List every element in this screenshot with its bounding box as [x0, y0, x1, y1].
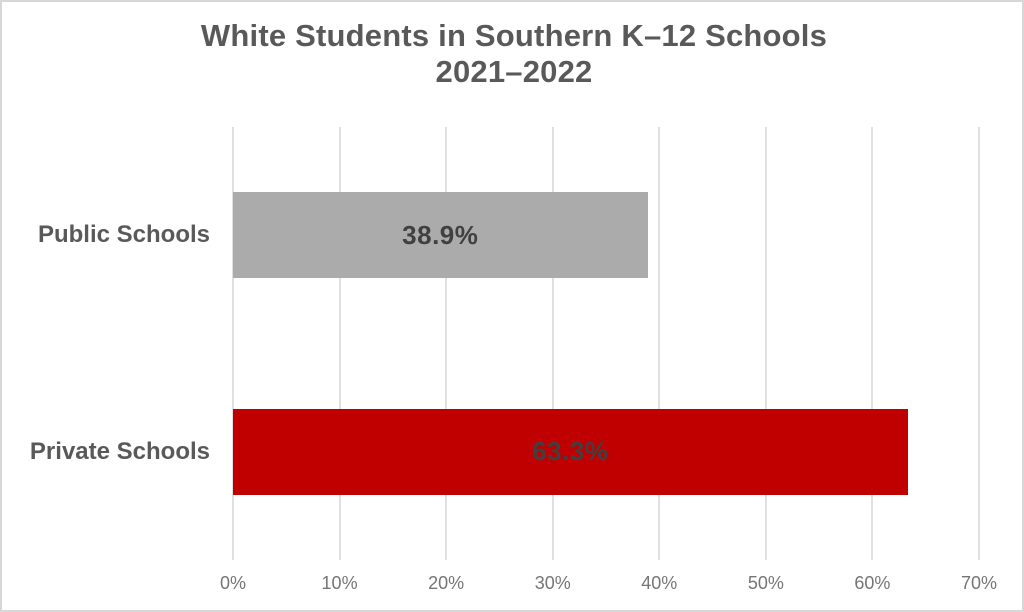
x-tick-label-60%: 60% [854, 573, 891, 593]
x-tick-label-50%: 50% [747, 573, 784, 593]
bar-value-label: 38.9% [402, 219, 479, 250]
gridline-30% [551, 127, 554, 560]
category-axis: Public Schools Private Schools [2, 127, 210, 560]
x-axis: 0% 10% 20% 30% 40% 50% 60% 70% [2, 573, 1022, 601]
chart-subtitle: 2021–2022 [435, 54, 593, 89]
plot-area: 38.9% 63.3% [232, 127, 980, 560]
bar-value-label: 63.3% [532, 436, 609, 467]
x-tick-label-10%: 10% [321, 573, 358, 593]
gridline-10% [338, 127, 341, 560]
bar-public-schools: 38.9% [233, 192, 648, 279]
gridline-40% [658, 127, 661, 560]
gridline-50% [764, 127, 767, 560]
x-tick-label-20%: 20% [428, 573, 465, 593]
chart-title-block: White Students in Southern K–12 Schools … [2, 18, 1022, 90]
x-tick-label-0%: 0% [219, 573, 247, 593]
gridline-0% [232, 127, 234, 560]
gridline-60% [871, 127, 874, 560]
chart-title: White Students in Southern K–12 Schools [200, 18, 828, 53]
gridline-70% [978, 127, 980, 560]
x-tick-label-30%: 30% [534, 573, 571, 593]
category-label-public-schools: Public Schools [37, 221, 210, 249]
x-tick-label-40%: 40% [641, 573, 678, 593]
x-tick-label-70%: 70% [960, 573, 998, 593]
bar-private-schools: 63.3% [233, 408, 908, 495]
gridline-20% [445, 127, 448, 560]
category-label-private-schools: Private Schools [29, 437, 210, 465]
